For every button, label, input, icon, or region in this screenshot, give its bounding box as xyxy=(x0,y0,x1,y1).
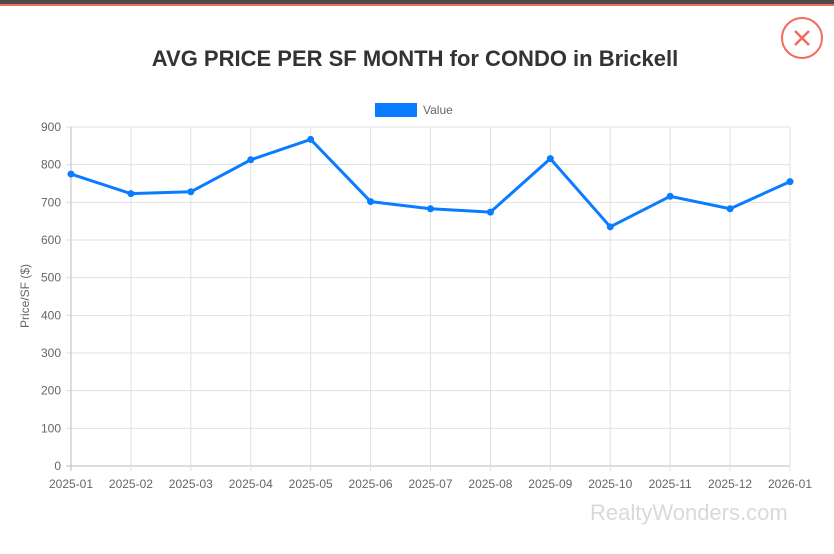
x-tick-label: 2025-01 xyxy=(49,477,93,491)
header-accent-line xyxy=(0,4,834,6)
x-tick-label: 2025-09 xyxy=(528,477,572,491)
x-tick-label: 2025-08 xyxy=(468,477,512,491)
x-tick-label: 2026-01 xyxy=(768,477,812,491)
y-tick-label: 400 xyxy=(41,308,61,322)
data-point xyxy=(67,170,75,178)
y-tick-label: 0 xyxy=(54,459,61,473)
data-point xyxy=(666,192,674,200)
data-point xyxy=(786,178,794,186)
data-point xyxy=(486,208,494,216)
data-point xyxy=(367,198,375,206)
y-axis-label: Price/SF ($) xyxy=(18,264,32,328)
y-tick-label: 900 xyxy=(41,120,61,134)
legend-swatch xyxy=(375,103,417,117)
page-header-bar xyxy=(0,0,834,4)
data-point xyxy=(726,205,734,213)
x-tick-label: 2025-11 xyxy=(649,477,692,491)
x-tick-label: 2025-05 xyxy=(289,477,333,491)
y-tick-label: 600 xyxy=(41,233,61,247)
watermark: RealtyWonders.com xyxy=(590,500,788,525)
data-point xyxy=(247,156,255,164)
y-tick-label: 300 xyxy=(41,346,61,360)
data-point xyxy=(307,135,315,143)
x-tick-label: 2025-02 xyxy=(109,477,153,491)
x-tick-label: 2025-12 xyxy=(708,477,752,491)
y-tick-label: 100 xyxy=(41,421,61,435)
x-tick-label: 2025-10 xyxy=(588,477,632,491)
y-tick-label: 800 xyxy=(41,158,61,172)
x-tick-label: 2025-03 xyxy=(169,477,213,491)
legend-label: Value xyxy=(423,103,453,117)
y-tick-label: 200 xyxy=(41,384,61,398)
data-point xyxy=(606,223,614,231)
chart-title: AVG PRICE PER SF MONTH for CONDO in Bric… xyxy=(151,46,679,71)
x-tick-label: 2025-06 xyxy=(349,477,393,491)
close-button[interactable] xyxy=(781,17,823,59)
close-icon xyxy=(794,30,810,46)
y-tick-label: 500 xyxy=(41,271,61,285)
x-tick-label: 2025-07 xyxy=(408,477,452,491)
data-point xyxy=(427,205,434,213)
data-point xyxy=(187,188,195,196)
x-tick-label: 2025-04 xyxy=(229,477,273,491)
data-point xyxy=(546,155,554,163)
data-point xyxy=(127,190,135,198)
y-tick-label: 700 xyxy=(41,195,61,209)
